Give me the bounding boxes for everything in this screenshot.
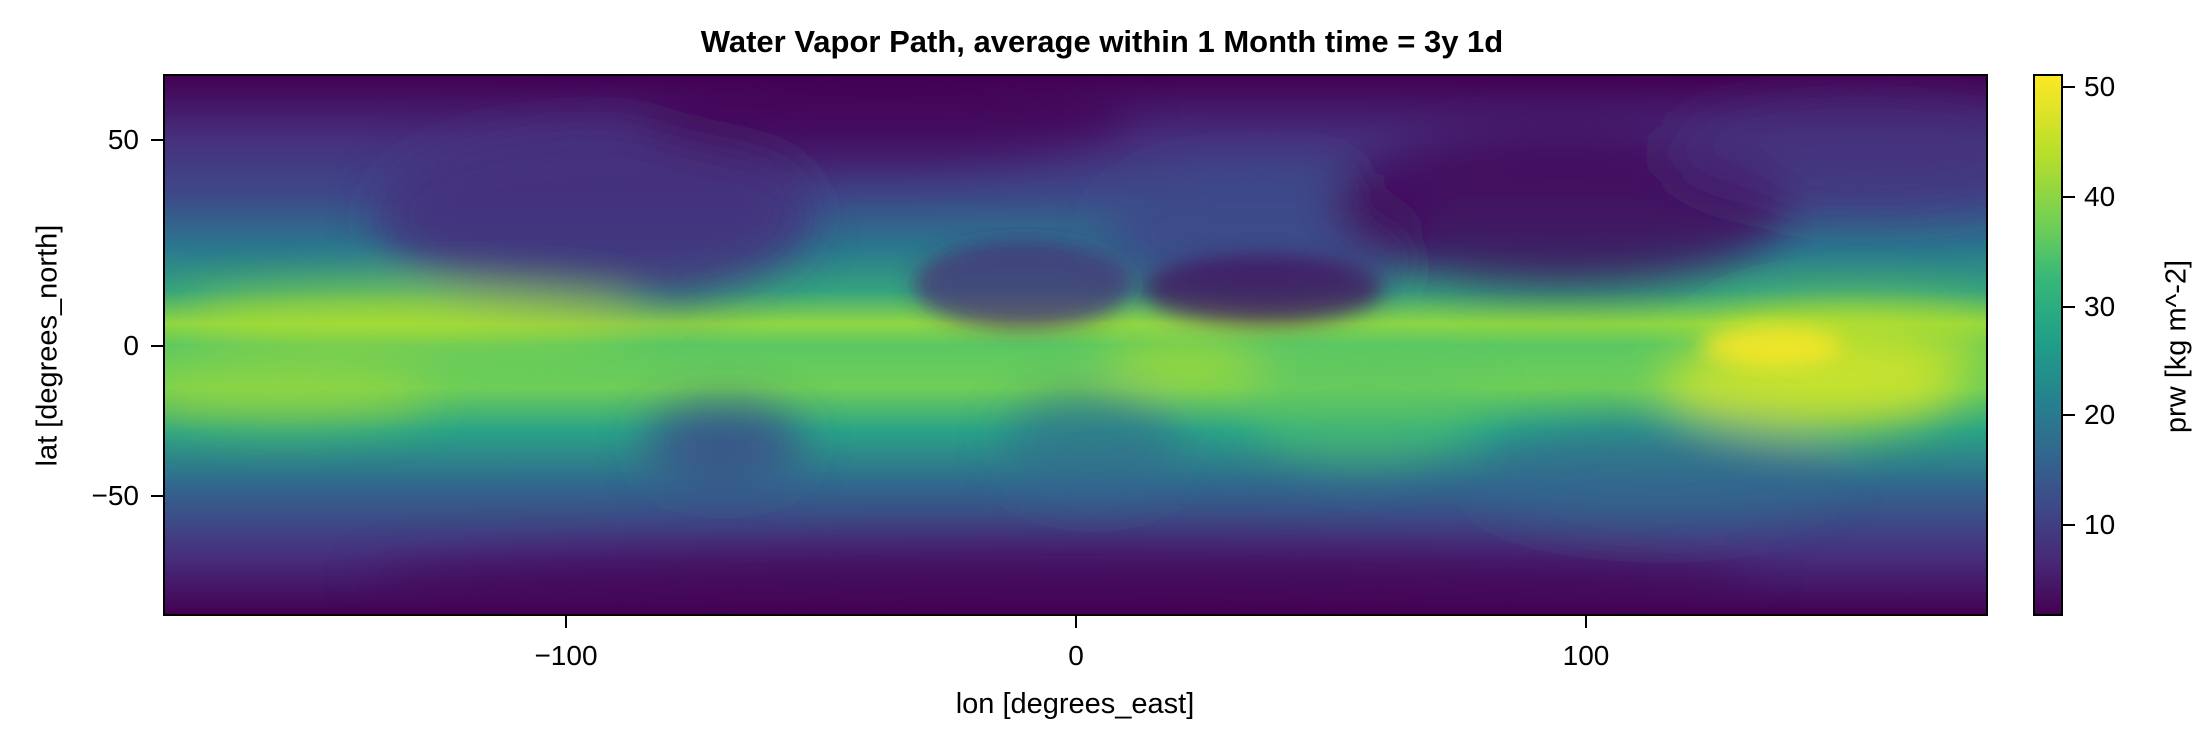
y-axis-label: lat [degrees_north] <box>31 224 64 467</box>
y-tick-50 <box>151 139 163 141</box>
heatmap-image <box>165 76 1986 614</box>
y-tick-label: 0 <box>123 330 139 361</box>
colorbar-label: prw [kg m^-2] <box>2160 259 2193 434</box>
colorbar <box>2033 74 2063 616</box>
colorbar-tick-label: 20 <box>2084 399 2116 430</box>
colorbar-tick-30 <box>2063 306 2075 308</box>
colorbar-tick-50 <box>2063 86 2075 88</box>
x-tick-neg100 <box>565 616 567 628</box>
colorbar-tick-label: 40 <box>2084 181 2116 212</box>
x-tick-100 <box>1585 616 1587 628</box>
colorbar-tick-40 <box>2063 196 2075 198</box>
y-tick-label: −50 <box>91 480 140 511</box>
chart-title: Water Vapor Path, average within 1 Month… <box>700 24 1504 59</box>
x-tick-label: −100 <box>534 640 598 671</box>
colorbar-tick-label: 10 <box>2084 509 2116 540</box>
y-tick-neg50 <box>151 495 163 497</box>
x-tick-label: 100 <box>1562 640 1610 671</box>
x-tick-label: 0 <box>1068 640 1084 671</box>
y-tick-label: 50 <box>107 124 139 155</box>
x-axis-label: lon [degrees_east] <box>955 688 1195 720</box>
colorbar-tick-label: 30 <box>2084 291 2116 322</box>
y-tick-0 <box>151 345 163 347</box>
x-tick-0 <box>1075 616 1077 628</box>
colorbar-tick-10 <box>2063 524 2075 526</box>
colorbar-tick-label: 50 <box>2084 71 2116 102</box>
colorbar-tick-20 <box>2063 414 2075 416</box>
heatmap-plot-area <box>163 74 1988 616</box>
